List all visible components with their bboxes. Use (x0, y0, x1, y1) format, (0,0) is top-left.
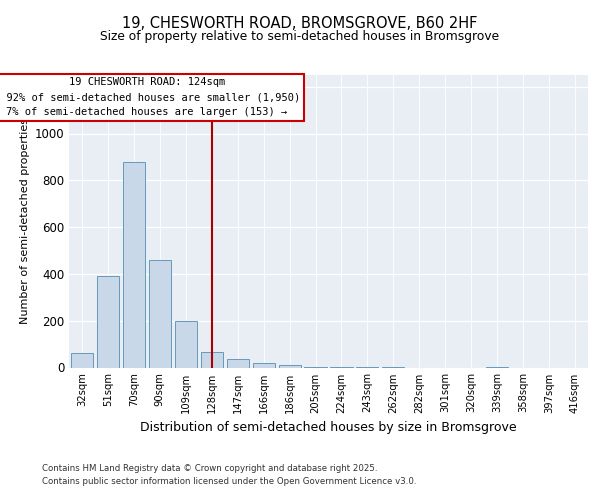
Bar (175, 320, 197, 368)
Bar (253, 363, 275, 368)
X-axis label: Distribution of semi-detached houses by size in Bromsgrove: Distribution of semi-detached houses by … (140, 421, 517, 434)
Bar (123, 162, 145, 368)
Bar (278, 365, 301, 368)
Text: 19, CHESWORTH ROAD, BROMSGROVE, B60 2HF: 19, CHESWORTH ROAD, BROMSGROVE, B60 2HF (122, 16, 478, 31)
Text: Size of property relative to semi-detached houses in Bromsgrove: Size of property relative to semi-detach… (100, 30, 500, 43)
Bar (71, 354, 93, 368)
Text: Contains public sector information licensed under the Open Government Licence v3: Contains public sector information licen… (42, 477, 416, 486)
Y-axis label: Number of semi-detached properties: Number of semi-detached properties (20, 118, 30, 324)
Text: 19 CHESWORTH ROAD: 124sqm
← 92% of semi-detached houses are smaller (1,950)
7% o: 19 CHESWORTH ROAD: 124sqm ← 92% of semi-… (0, 78, 300, 117)
Bar (149, 260, 171, 368)
Text: Contains HM Land Registry data © Crown copyright and database right 2025.: Contains HM Land Registry data © Crown c… (42, 464, 377, 473)
Bar (227, 360, 249, 368)
Bar (200, 352, 223, 368)
Bar (97, 276, 119, 368)
Bar (304, 366, 326, 368)
